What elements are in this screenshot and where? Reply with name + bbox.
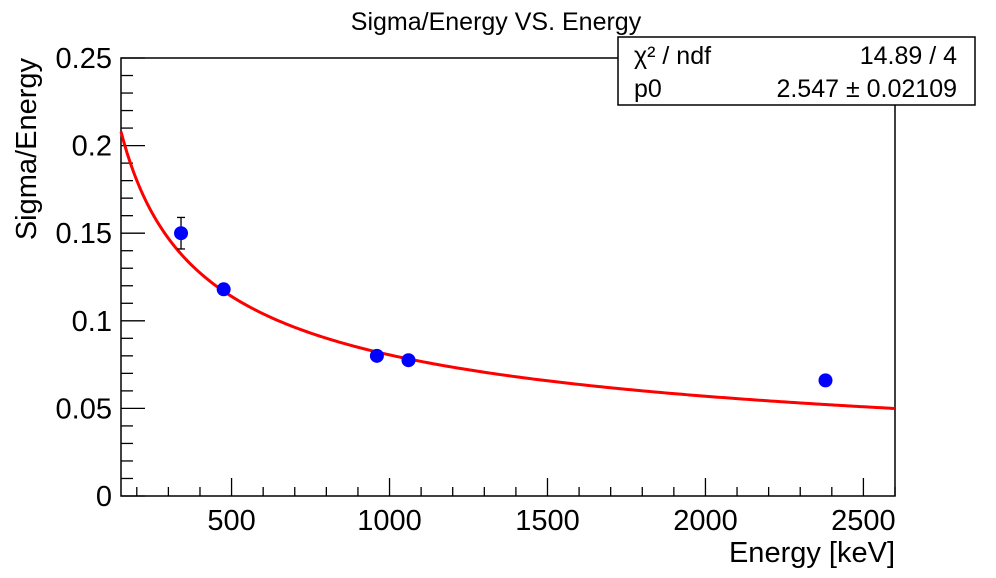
x-axis-label: Energy [keV] (729, 537, 895, 569)
x-tick-label: 2000 (673, 505, 738, 537)
stats-row-label: p0 (634, 75, 662, 103)
y-tick-label: 0.1 (72, 306, 112, 338)
y-tick-label: 0.15 (56, 218, 112, 250)
y-tick-labels: 0 0.05 0.1 0.15 0.2 0.25 (56, 43, 112, 513)
data-point (818, 373, 833, 388)
y-tick-label: 0.05 (56, 393, 112, 425)
plot-frame (120, 57, 896, 497)
data-point (174, 226, 189, 241)
chart-title: Sigma/Energy VS. Energy (351, 8, 642, 36)
data-points-layer (174, 216, 833, 388)
data-point (369, 348, 384, 363)
stats-box-frame (617, 36, 976, 106)
stats-box: χ² / ndf 14.89 / 4 p0 2.547 ± 0.02109 (617, 36, 976, 106)
y-axis-label: Sigma/Energy (11, 58, 43, 241)
fit-curve (119, 131, 896, 410)
fit-curve-layer (119, 131, 896, 410)
stats-row-value: 2.547 ± 0.02109 (776, 75, 957, 103)
axis-ticks (121, 57, 896, 497)
x-tick-label: 500 (207, 505, 255, 537)
data-point (401, 353, 416, 368)
data-point (216, 282, 231, 297)
stats-row-label: χ² / ndf (634, 42, 711, 70)
stats-row-value: 14.89 / 4 (860, 42, 957, 70)
y-tick-label: 0.25 (56, 43, 112, 75)
y-tick-label: 0 (96, 481, 112, 513)
x-tick-label: 1500 (515, 505, 580, 537)
x-tick-label: 1000 (357, 505, 422, 537)
y-tick-label: 0.2 (72, 131, 112, 163)
x-tick-labels: 500 1000 1500 2000 2500 (207, 505, 895, 537)
x-tick-label: 2500 (831, 505, 896, 537)
